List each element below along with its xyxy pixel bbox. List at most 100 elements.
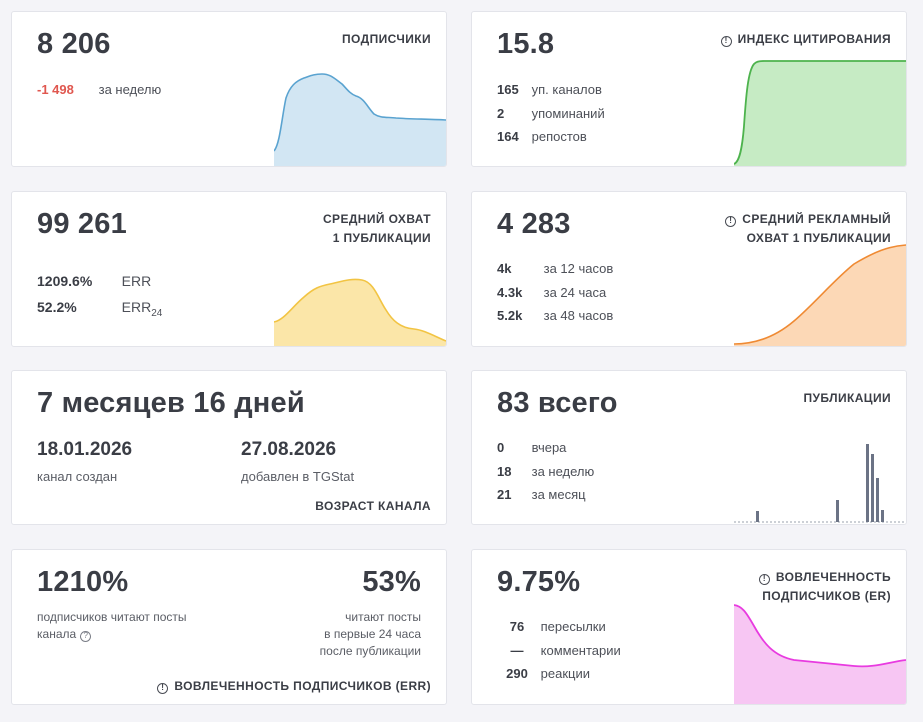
citation-row-1: 165 уп. каналов bbox=[497, 82, 602, 97]
ad-reach-title-line2: ОХВАТ 1 ПУБЛИКАЦИИ bbox=[746, 231, 891, 245]
publications-row-label: за месяц bbox=[531, 487, 586, 502]
subscribers-line bbox=[274, 73, 446, 152]
err-desc-right-line2: в первые 24 часа bbox=[324, 627, 421, 641]
publications-row-label: вчера bbox=[531, 440, 567, 455]
reach-card[interactable]: 99 261 СРЕДНИЙ ОХВАТ 1 ПУБЛИКАЦИИ 1209.6… bbox=[11, 191, 447, 347]
ad-reach-row-label: за 24 часа bbox=[543, 285, 607, 300]
ad-reach-title: ! СРЕДНИЙ РЕКЛАМНЫЙ ОХВАТ 1 ПУБЛИКАЦИИ bbox=[725, 210, 891, 248]
info-icon[interactable]: ! bbox=[720, 36, 732, 47]
publications-row-value: 18 bbox=[497, 464, 512, 479]
err-desc-right-line1: читают посты bbox=[345, 610, 421, 624]
publication-bar bbox=[836, 500, 839, 522]
reach-err24-value: 52.2% bbox=[37, 299, 77, 315]
subscribers-sparkline[interactable] bbox=[274, 36, 446, 166]
er-title-line2: ПОДПИСЧИКОВ (ER) bbox=[762, 589, 891, 603]
err-desc-left: подписчиков читают посты канала? bbox=[37, 609, 187, 643]
info-icon[interactable]: ? bbox=[80, 631, 92, 642]
publications-row-value: 21 bbox=[497, 487, 512, 502]
ad-reach-row-1: 4k за 12 часов bbox=[497, 261, 613, 276]
citation-row-value: 2 bbox=[497, 106, 505, 121]
ad-reach-area bbox=[734, 245, 906, 346]
publications-bar-chart[interactable] bbox=[734, 394, 906, 524]
er-row-value: — bbox=[510, 643, 524, 658]
reach-row-err: 1209.6% ERR bbox=[37, 273, 151, 289]
citation-row-2: 2 упоминаний bbox=[497, 106, 605, 121]
ad-reach-row-2: 4.3k за 24 часа bbox=[497, 285, 606, 300]
citation-line bbox=[734, 60, 906, 165]
err-card[interactable]: 1210% подписчиков читают посты канала? 5… bbox=[11, 549, 447, 705]
er-row-label: пересылки bbox=[540, 619, 606, 634]
subscribers-change-label: за неделю bbox=[98, 82, 162, 97]
info-icon[interactable]: ! bbox=[758, 574, 770, 585]
ad-reach-card[interactable]: 4 283 ! СРЕДНИЙ РЕКЛАМНЫЙ ОХВАТ 1 ПУБЛИКА… bbox=[471, 191, 907, 347]
subscribers-card[interactable]: 8 206 ПОДПИСЧИКИ -1 498 за неделю bbox=[11, 11, 447, 167]
reach-area bbox=[274, 279, 446, 346]
citation-sparkline[interactable] bbox=[734, 36, 906, 166]
added-date: 27.08.2026 bbox=[241, 439, 337, 460]
err-value-left: 1210% bbox=[37, 566, 129, 598]
ad-reach-row-label: за 12 часов bbox=[543, 261, 614, 276]
ad-reach-sparkline[interactable] bbox=[734, 216, 906, 346]
reach-title-line1: СРЕДНИЙ ОХВАТ bbox=[322, 212, 431, 226]
er-title-line1: ! ВОВЛЕЧЕННОСТЬ bbox=[758, 568, 891, 587]
err-desc-right-line3: после публикации bbox=[319, 644, 421, 658]
reach-err-value: 1209.6% bbox=[37, 273, 93, 289]
publication-bar bbox=[866, 444, 869, 522]
citation-title: ИНДЕКС ЦИТИРОВАНИЯ bbox=[737, 32, 891, 46]
er-sparkline[interactable] bbox=[734, 574, 906, 704]
publication-bar bbox=[881, 510, 884, 522]
reach-err-label: ERR bbox=[121, 273, 152, 289]
er-row-2: — комментарии bbox=[497, 643, 621, 658]
reach-err24-label: ERR24 bbox=[121, 299, 163, 319]
ad-reach-row-3: 5.2k за 48 часов bbox=[497, 308, 613, 323]
er-row-label: комментарии bbox=[540, 643, 621, 658]
er-value: 9.75% bbox=[497, 566, 581, 598]
publications-card[interactable]: 83 всего ПУБЛИКАЦИИ 0 вчера 18 за неделю… bbox=[471, 370, 907, 525]
subscribers-change-row: -1 498 за неделю bbox=[37, 82, 161, 97]
reach-sparkline[interactable] bbox=[274, 216, 446, 346]
ad-reach-row-value: 4k bbox=[497, 261, 512, 276]
subscribers-area bbox=[274, 74, 446, 166]
publications-row-3: 21 за месяц bbox=[497, 487, 586, 502]
reach-value: 99 261 bbox=[37, 208, 127, 240]
publications-row-2: 18 за неделю bbox=[497, 464, 594, 479]
publication-bar bbox=[871, 454, 874, 522]
err-title: ВОВЛЕЧЕННОСТЬ ПОДПИСЧИКОВ (ERR) bbox=[174, 679, 431, 693]
err-desc-left-line1: подписчиков читают посты bbox=[37, 610, 187, 624]
ad-reach-row-value: 4.3k bbox=[497, 285, 523, 300]
er-row-label: реакции bbox=[540, 666, 590, 681]
err-desc-left-line2: канала? bbox=[37, 626, 187, 643]
citation-row-label: упоминаний bbox=[531, 106, 605, 121]
reach-line bbox=[274, 278, 446, 342]
publications-row-label: за неделю bbox=[531, 464, 595, 479]
publications-row-1: 0 вчера bbox=[497, 440, 566, 455]
publications-title: ПУБЛИКАЦИИ bbox=[803, 391, 891, 405]
er-row-value: 76 bbox=[509, 619, 525, 634]
age-title: ВОЗРАСТ КАНАЛА bbox=[315, 499, 431, 513]
citation-title-wrap: ! ИНДЕКС ЦИТИРОВАНИЯ bbox=[720, 30, 891, 49]
subscribers-title: ПОДПИСЧИКИ bbox=[342, 32, 431, 46]
reach-row-err24: 52.2% ERR24 bbox=[37, 299, 162, 319]
citation-row-label: репостов bbox=[531, 129, 587, 144]
info-icon[interactable]: ! bbox=[157, 683, 169, 694]
err-title-wrap: ! ВОВЛЕЧЕННОСТЬ ПОДПИСЧИКОВ (ERR) bbox=[157, 677, 431, 696]
publication-bar bbox=[876, 478, 879, 522]
created-date: 18.01.2026 bbox=[37, 439, 133, 460]
publications-row-value: 0 bbox=[497, 440, 505, 455]
citation-area bbox=[734, 61, 906, 166]
er-area bbox=[734, 605, 906, 704]
err-value-right: 53% bbox=[362, 566, 421, 598]
info-icon[interactable]: ! bbox=[725, 216, 737, 227]
citation-row-label: уп. каналов bbox=[531, 82, 602, 97]
citation-row-value: 164 bbox=[497, 129, 519, 144]
er-row-value: 290 bbox=[506, 666, 528, 681]
citation-card[interactable]: 15.8 ! ИНДЕКС ЦИТИРОВАНИЯ 165 уп. каналов… bbox=[471, 11, 907, 167]
age-card[interactable]: 7 месяцев 16 дней 18.01.2026 канал созда… bbox=[11, 370, 447, 525]
er-card[interactable]: 9.75% ! ВОВЛЕЧЕННОСТЬ ПОДПИСЧИКОВ (ER) 76… bbox=[471, 549, 907, 705]
er-line bbox=[734, 604, 906, 668]
ad-reach-title-line1: ! СРЕДНИЙ РЕКЛАМНЫЙ bbox=[725, 210, 891, 229]
age-value: 7 месяцев 16 дней bbox=[37, 387, 305, 419]
citation-row-value: 165 bbox=[497, 82, 519, 97]
citation-row-3: 164 репостов bbox=[497, 129, 587, 144]
ad-reach-line bbox=[734, 244, 906, 345]
